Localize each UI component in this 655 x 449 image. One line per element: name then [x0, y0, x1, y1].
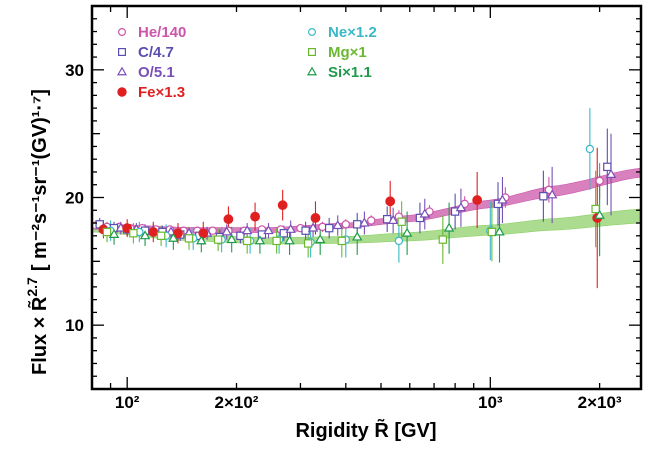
data-point-s5-p3 — [184, 234, 194, 243]
data-point-s5-p1 — [129, 229, 138, 238]
data-point-s3-p7 — [277, 200, 288, 211]
y-axis-title-units: [ m⁻²s⁻¹sr⁻¹(GV)¹·⁷] — [29, 89, 51, 271]
legend-marker-0-3 — [117, 87, 127, 97]
y-tick-label-2: 30 — [65, 61, 84, 80]
data-point-s2-p19 — [605, 168, 617, 178]
data-point-s5-p0 — [102, 227, 112, 237]
data-point-s3-p8 — [310, 213, 321, 223]
data-point-s5-p10 — [438, 235, 448, 244]
legend-marker-1-0 — [308, 28, 317, 37]
data-point-s2-p10 — [285, 223, 296, 233]
data-point-s4-p9 — [394, 236, 404, 246]
legend-label-0-2: O/5.1 — [138, 64, 175, 81]
y-axis-title-prefix: Flux × R̃ — [27, 296, 51, 375]
data-point-s2-p9 — [263, 225, 274, 235]
y-tick-label-0: 10 — [65, 316, 84, 335]
legend: He/140 C/4.7 O/5.1 Fe×1.3 Ne×1.2 Mg×1 Si×1.1 — [116, 24, 377, 101]
legend-marker-0-2 — [116, 66, 128, 76]
data-point-s0-p17 — [367, 216, 376, 225]
data-point-s0-p16 — [341, 220, 351, 229]
data-point-s3-p6 — [250, 211, 260, 222]
data-point-s2-p15 — [419, 208, 431, 218]
data-point-s1-p8 — [236, 231, 245, 240]
data-point-s5-p11 — [487, 227, 497, 237]
data-point-s2-p17 — [497, 194, 508, 204]
legend-marker-1-1 — [308, 47, 317, 56]
data-point-s1-p18 — [539, 192, 548, 201]
legend-label-1-0: Ne×1.2 — [328, 24, 377, 41]
legend-marker-0-1 — [117, 47, 126, 56]
data-point-s6-p11 — [494, 226, 505, 236]
data-point-s5-p8 — [337, 236, 347, 246]
data-point-s3-p9 — [385, 196, 396, 207]
data-point-s5-p7 — [303, 239, 313, 248]
data-point-s0-p22 — [544, 185, 554, 195]
legend-marker-1-2 — [306, 66, 318, 76]
data-point-s5-p4 — [213, 235, 223, 244]
data-point-s0-p9 — [208, 226, 217, 235]
legend-label-1-2: Si×1.1 — [328, 64, 372, 81]
data-points — [91, 144, 617, 248]
data-point-s6-p8 — [351, 231, 363, 241]
x-tick-label-3: 2×10³ — [578, 393, 622, 412]
y-axis-title: Flux × R̃2.7 [ m⁻²s⁻¹sr⁻¹(GV)¹·⁷] — [24, 89, 51, 375]
data-point-s2-p8 — [241, 225, 253, 235]
data-point-s2-p13 — [359, 217, 370, 227]
data-point-s2-p11 — [307, 222, 319, 232]
data-point-s6-p9 — [401, 227, 413, 237]
data-point-s2-p12 — [332, 219, 343, 230]
legend-marker-0-0 — [117, 28, 126, 37]
data-point-s2-p7 — [221, 226, 232, 236]
legend-label-1-1: Mg×1 — [328, 44, 367, 61]
data-point-s5-p6 — [272, 236, 281, 246]
data-point-s2-p18 — [546, 189, 558, 199]
data-point-s6-p10 — [443, 222, 455, 232]
data-point-s5-p9 — [397, 217, 406, 226]
data-point-s6-p0 — [108, 228, 120, 239]
data-point-s1-p12 — [324, 223, 334, 233]
x-axis-title: Rigidity R̃ [GV] — [295, 418, 436, 442]
data-point-s1-p16 — [450, 207, 460, 216]
legend-label-0-1: C/4.7 — [138, 44, 174, 61]
x-tick-label-1: 2×10² — [215, 393, 259, 412]
data-point-s1-p15 — [415, 213, 425, 223]
tick-labels: 10² 2×10² 10³ 2×10³ 10 20 30 — [65, 61, 622, 412]
data-point-s6-p7 — [314, 234, 326, 244]
legend-label-0-3: Fe×1.3 — [138, 84, 185, 101]
data-point-s6-p2 — [168, 232, 179, 242]
data-point-s5-p12 — [591, 204, 600, 214]
data-point-s6-p5 — [254, 235, 266, 245]
data-point-s6-p1 — [139, 230, 151, 240]
data-point-s4-p11 — [585, 144, 595, 154]
data-point-s2-p16 — [455, 202, 467, 212]
data-point-s1-p17 — [493, 199, 503, 209]
data-point-s3-p10 — [472, 195, 483, 205]
x-tick-label-2: 10³ — [478, 393, 503, 412]
y-tick-label-1: 20 — [65, 189, 84, 208]
data-point-s6-p12 — [594, 209, 605, 219]
data-point-s1-p19 — [603, 162, 612, 172]
axis-ticks — [91, 5, 641, 390]
data-point-s3-p2 — [148, 227, 159, 237]
data-point-s6-p3 — [196, 235, 207, 245]
data-point-s1-p9 — [257, 230, 267, 239]
legend-label-0-0: He/140 — [138, 24, 186, 41]
data-point-s3-p5 — [223, 214, 234, 225]
data-point-s1-p11 — [301, 226, 310, 235]
data-point-s1-p13 — [353, 220, 362, 229]
x-tick-label-0: 10² — [115, 393, 140, 412]
data-point-s1-p10 — [279, 229, 289, 238]
data-point-s2-p14 — [387, 214, 399, 224]
data-point-s6-p4 — [226, 234, 237, 244]
data-point-s5-p2 — [156, 231, 166, 240]
data-point-s5-p5 — [242, 236, 252, 246]
data-point-s0-p23 — [595, 176, 604, 186]
y-axis-title-power: 2.7 — [24, 277, 40, 297]
data-point-s6-p6 — [284, 235, 295, 245]
data-point-s3-p4 — [198, 228, 209, 239]
